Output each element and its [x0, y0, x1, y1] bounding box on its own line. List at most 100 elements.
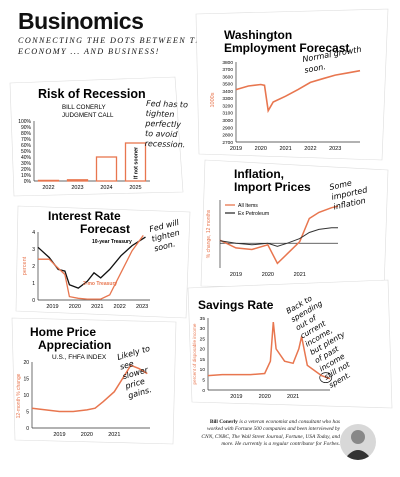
recession-title: Risk of Recession: [38, 87, 146, 101]
homeprice-subtitle: U.S., FHFA INDEX: [52, 354, 107, 361]
recession-xtick: 2023: [71, 185, 83, 191]
inflation-legend-label: All Items: [238, 203, 258, 209]
savings-xtick: 2019: [230, 394, 242, 400]
rates-xtick: 2020: [69, 304, 81, 310]
inflation-title-1: Inflation,: [234, 167, 284, 181]
inflation-xtick: 2020: [262, 272, 274, 278]
savings-ytick: 5: [202, 378, 205, 384]
recession-ytick: 40%: [21, 155, 32, 161]
recession-ytick: 20%: [21, 167, 32, 173]
recession-ytick: 70%: [21, 137, 32, 143]
inflation-line-0: [219, 205, 339, 265]
savings-ytick: 35: [200, 316, 206, 322]
rates-title-1: Interest Rate: [48, 209, 121, 223]
rates-ytick: 4: [32, 230, 35, 236]
recession-bar: [37, 179, 60, 182]
homeprice-xtick: 2019: [53, 432, 65, 438]
savings-ytick: 25: [200, 336, 206, 342]
rates-xtick: 2021: [91, 304, 103, 310]
employment-xtick: 2023: [329, 146, 341, 152]
rates-panel: Interest Rate Forecast 0 1 2 3 4 percent 2019 2…: [22, 209, 185, 310]
savings-ytick: 20: [200, 347, 206, 353]
recession-ytick: 60%: [21, 143, 32, 149]
author-name: Bill Conerly: [209, 419, 238, 425]
recession-ytick: 80%: [21, 131, 32, 137]
recession-xtick: 2024: [100, 185, 112, 191]
employment-ytick: 3700: [222, 67, 233, 73]
employment-ytick: 3800: [222, 60, 233, 66]
employment-ytick: 3300: [222, 96, 233, 102]
recession-bar: [66, 179, 89, 182]
recession-subtitle-2: JUDGMENT CALL: [62, 112, 114, 119]
recession-bar: [95, 156, 118, 182]
employment-ytick: 2800: [222, 133, 233, 139]
inflation-legend-label: Ex Petroleum: [238, 211, 269, 217]
recession-ytick: 90%: [21, 125, 32, 131]
homeprice-panel: Home Price Appreciation U.S., FHFA INDEX…: [16, 325, 153, 438]
recession-bar-outline: [124, 142, 147, 182]
employment-ytick: 3200: [222, 103, 233, 109]
rates-ylabel: percent: [22, 256, 28, 275]
recession-ytick: 100%: [18, 119, 31, 125]
recession-note: Fed has totightenperfectlyto avoidrecess…: [144, 99, 189, 149]
rates-ytick: 2: [32, 264, 35, 270]
author-avatar: [340, 424, 376, 460]
employment-xtick: 2020: [255, 146, 267, 152]
homeprice-ytick: 0: [26, 426, 29, 432]
employment-title-2: Employment Forecast: [224, 41, 349, 55]
homeprice-ytick: 15: [23, 376, 29, 382]
employment-ytick: 3000: [222, 118, 233, 124]
rates-ytick: 0: [32, 298, 35, 304]
recession-xtick: 2025: [129, 185, 141, 191]
homeprice-line: [31, 364, 148, 413]
inflation-ylabel: % change, 12 months: [206, 209, 212, 258]
employment-ytick: 2700: [222, 140, 233, 146]
employment-line: [235, 69, 361, 114]
savings-line: [207, 322, 331, 380]
employment-xtick: 2021: [279, 146, 291, 152]
author-bio-text: is a veteran economist and consultant wh…: [201, 419, 340, 448]
rates-series-label-10yr: 10-year Treasury: [92, 239, 132, 245]
savings-xtick: 2021: [287, 394, 299, 400]
recession-xtick: 2022: [42, 185, 54, 191]
inflation-title-2: Import Prices: [234, 180, 311, 194]
rates-xtick: 2019: [46, 304, 58, 310]
page-title: Businomics: [18, 8, 144, 34]
savings-circle-mark: [319, 372, 333, 384]
employment-ytick: 2900: [222, 125, 233, 131]
recession-ytick: 0%: [24, 179, 32, 185]
recession-panel: Risk of Recession BILL CONERLY JUDGMENT …: [18, 87, 188, 191]
inflation-xtick: 2021: [294, 272, 306, 278]
rates-series-label-3mo: 3-mo Treasury: [83, 281, 117, 287]
inflation-line-1: [219, 227, 338, 247]
homeprice-title-1: Home Price: [30, 325, 96, 339]
savings-xtick: 2020: [259, 394, 271, 400]
page-subtitle: CONNECTING THE DOTS BETWEEN THE ECONOMY …: [18, 36, 210, 56]
rates-xtick: 2023: [136, 304, 148, 310]
employment-ytick: 3400: [222, 89, 233, 95]
author-bio: Bill Conerly is a veteran economist and …: [200, 419, 340, 449]
savings-ytick: 10: [200, 367, 206, 373]
employment-xtick: 2022: [304, 146, 316, 152]
employment-ytick: 3600: [222, 74, 233, 80]
savings-ytick: 0: [202, 388, 205, 394]
recession-ytick: 30%: [21, 161, 32, 167]
panel-backgrounds: [9, 8, 393, 445]
recession-subtitle-1: BILL CONERLY: [62, 104, 106, 111]
homeprice-ytick: 20: [23, 360, 29, 366]
homeprice-xtick: 2021: [108, 432, 120, 438]
homeprice-ytick: 10: [23, 393, 29, 399]
employment-ylabel: 1000s: [210, 92, 216, 107]
recession-bar-label: If not sooner: [134, 147, 140, 179]
rates-line-0: [37, 236, 146, 289]
employment-title-1: Washington: [224, 28, 292, 42]
recession-ytick: 50%: [21, 149, 32, 155]
rates-xtick: 2022: [114, 304, 126, 310]
rates-title-2: Forecast: [80, 222, 130, 236]
rates-note: Fed willtightensoon.: [148, 218, 185, 254]
rates-line-1: [38, 235, 144, 300]
